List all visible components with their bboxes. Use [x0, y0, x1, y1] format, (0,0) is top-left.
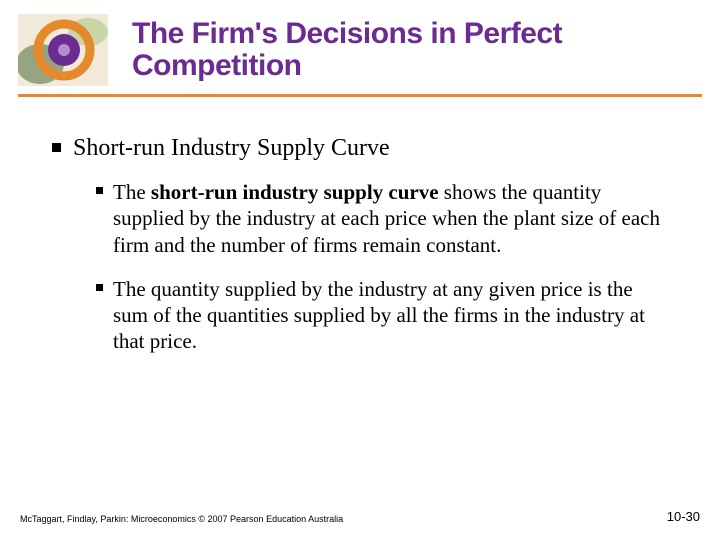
bullet-level1-text: Short-run Industry Supply Curve [73, 133, 390, 163]
slide-body: Short-run Industry Supply Curve The shor… [0, 97, 720, 355]
bullet-level2: The short-run industry supply curve show… [96, 179, 668, 258]
bullet-level1: Short-run Industry Supply Curve The shor… [52, 133, 668, 355]
slide-number: 10-30 [667, 509, 700, 524]
square-bullet-icon [96, 284, 103, 291]
textbook-logo [18, 14, 108, 86]
bullet-level2: The quantity supplied by the industry at… [96, 276, 668, 355]
square-bullet-icon [96, 187, 103, 194]
square-bullet-icon [52, 143, 61, 152]
slide-title: The Firm's Decisions in Perfect Competit… [132, 18, 702, 81]
footer-attribution: McTaggart, Findlay, Parkin: Microeconomi… [20, 514, 343, 524]
bullet-level2-text: The quantity supplied by the industry at… [113, 276, 668, 355]
slide-footer: McTaggart, Findlay, Parkin: Microeconomi… [20, 509, 700, 524]
slide-header: The Firm's Decisions in Perfect Competit… [0, 0, 720, 86]
bullet-level2-text: The short-run industry supply curve show… [113, 179, 668, 258]
